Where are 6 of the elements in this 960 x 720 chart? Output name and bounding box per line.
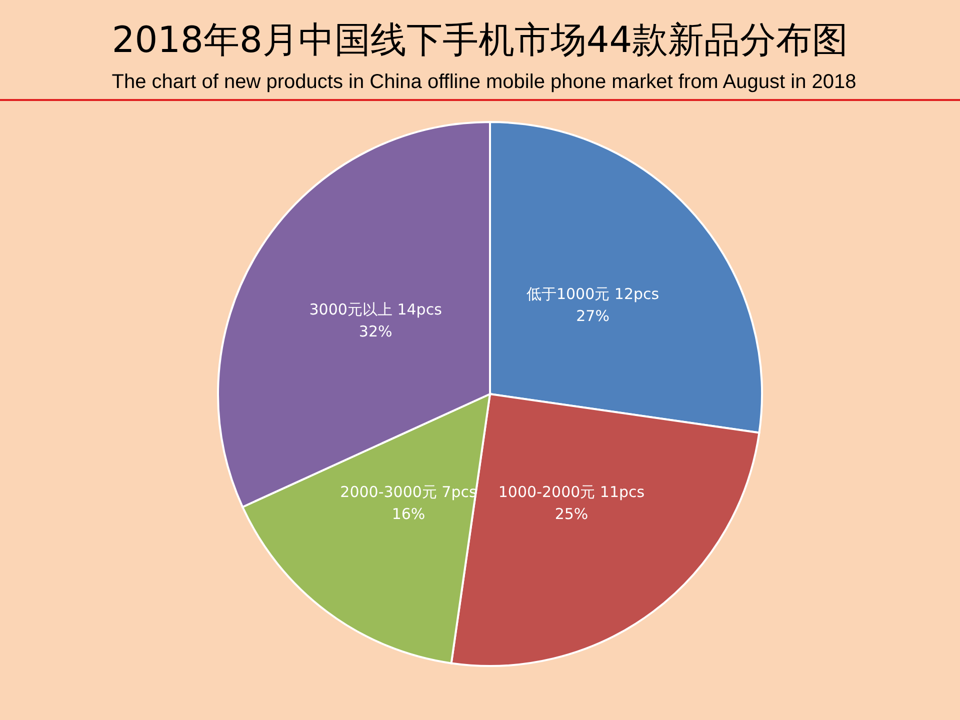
slice-label: 2000-3000元 7pcs 16%: [340, 482, 478, 523]
chart-title: 2018年8月中国线下手机市场44款新品分布图: [112, 20, 848, 61]
chart-subtitle: The chart of new products in China offline mobile phone market from August in 2018: [112, 71, 856, 93]
slice-label: 3000元以上 14pcs 32%: [309, 300, 442, 340]
slice-label: 低于1000元 12pcs 27%: [526, 284, 660, 325]
slice-label: 1000-2000元 11pcs 25%: [498, 482, 645, 523]
